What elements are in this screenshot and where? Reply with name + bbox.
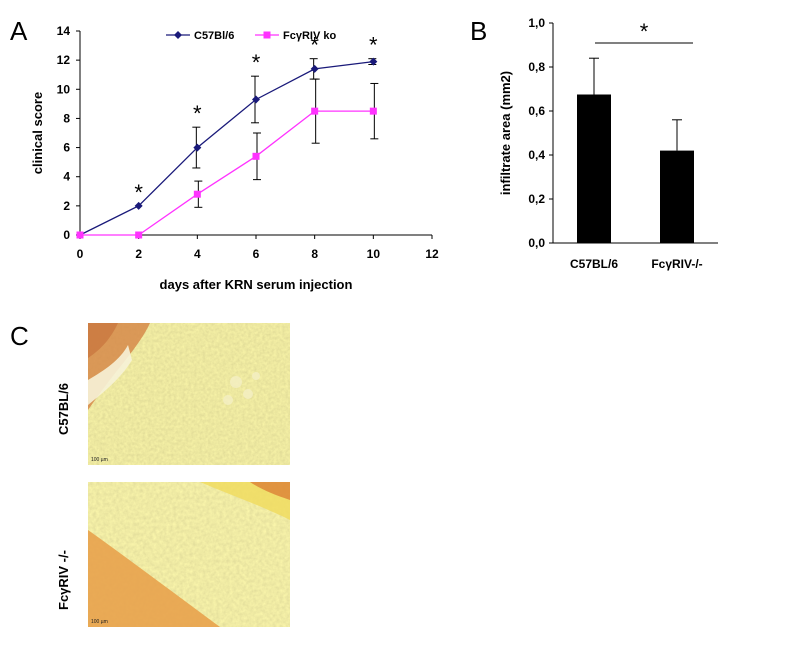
x-tick-label: 10	[367, 247, 381, 261]
y-tick-label: 10	[57, 82, 71, 96]
legend-label: FcγRIV ko	[283, 30, 336, 42]
y-tick-label: 0,8	[528, 60, 545, 74]
legend-marker	[174, 31, 182, 39]
significance-star: *	[134, 180, 143, 205]
y-tick-label: 2	[63, 199, 70, 213]
x-tick-label: 2	[135, 247, 142, 261]
micrograph-c57bl6	[88, 323, 290, 465]
significance-star: *	[252, 50, 261, 75]
series-line	[79, 60, 374, 236]
significance-star: *	[369, 33, 378, 58]
y-tick-label: 0,2	[528, 192, 545, 206]
y-tick-label: 8	[63, 111, 70, 125]
panel-letter-b: B	[470, 16, 487, 46]
x-tick-label: 12	[425, 247, 439, 261]
significance-star: *	[310, 33, 319, 58]
y-tick-label: 1,0	[528, 16, 545, 30]
series-line	[80, 110, 374, 236]
data-point	[76, 231, 84, 239]
scale-bar-label-1: 100 µm	[91, 457, 108, 463]
data-point	[193, 190, 201, 198]
bar	[660, 150, 694, 243]
legend-marker	[263, 31, 271, 39]
x-tick-label: 0	[77, 247, 84, 261]
y-tick-label: 12	[57, 53, 71, 67]
legend: C57Bl/6 FcγRIV ko	[166, 30, 336, 42]
scale-bar-label-2: 100 µm	[91, 619, 108, 625]
bar	[577, 94, 611, 243]
line-chart-clinical-score: 0 2 4 6 8 10 12 0 2 4 6 8 10 12 14 * * * * * days after K…	[30, 24, 439, 292]
panel-letter-a: A	[10, 16, 28, 46]
x-tick-label: 4	[194, 247, 201, 261]
micrograph-label-c57bl6: C57BL/6	[56, 382, 71, 435]
x-tick-label: C57BL/6	[570, 257, 618, 271]
x-tick-label: 8	[311, 247, 318, 261]
data-point	[310, 64, 319, 73]
data-point	[135, 231, 143, 239]
data-point	[252, 95, 260, 104]
y-tick-label: 4	[63, 170, 70, 184]
data-point	[369, 57, 378, 66]
y-tick-label: 14	[57, 24, 71, 38]
data-point	[134, 201, 143, 210]
panel-letter-c: C	[10, 321, 29, 351]
data-point	[252, 152, 260, 160]
significance-star: *	[193, 101, 202, 126]
micrograph-fcgriv-ko	[88, 482, 290, 627]
y-tick-label: 0	[63, 228, 70, 242]
y-tick-label: 0,0	[528, 236, 545, 250]
y-axis-label: clinical score	[30, 92, 45, 174]
y-axis-label: infiltrate area (mm2)	[498, 71, 513, 195]
micrograph-label-fcgriv: FcγRIV -/-	[56, 550, 71, 610]
y-tick-label: 0,6	[528, 104, 545, 118]
y-tick-label: 6	[63, 141, 70, 155]
data-point	[311, 107, 319, 115]
data-point	[193, 143, 202, 152]
x-tick-label: FcγRIV-/-	[651, 257, 702, 271]
data-point	[369, 107, 377, 115]
legend-label: C57Bl/6	[194, 30, 234, 42]
bar-chart-infiltrate-area: 0,0 0,2 0,4 0,6 0,8 1,0 C57BL/6 FcγRIV-/- infi…	[498, 16, 718, 271]
y-tick-label: 0,4	[528, 148, 545, 162]
significance-star: *	[640, 19, 649, 44]
x-tick-label: 6	[253, 247, 260, 261]
x-axis-label: days after KRN serum injection	[160, 277, 353, 292]
